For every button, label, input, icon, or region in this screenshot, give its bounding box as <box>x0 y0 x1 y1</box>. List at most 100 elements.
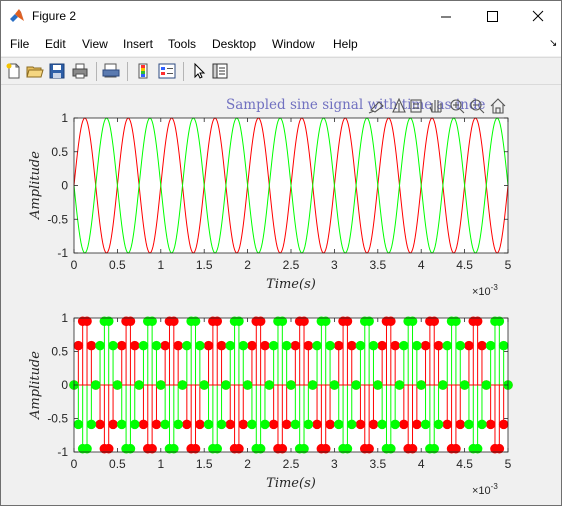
stem-marker <box>399 419 409 430</box>
stem-marker <box>151 419 162 430</box>
y-tick-label: 0.5 <box>51 345 68 359</box>
menu-dock-arrow-icon[interactable]: ↘ <box>549 38 558 49</box>
stem-marker <box>325 419 335 430</box>
stem-marker <box>412 340 422 351</box>
maximize-button[interactable] <box>469 1 515 32</box>
stem-marker <box>320 316 331 327</box>
stem-marker <box>125 316 136 327</box>
series-group-top <box>73 117 509 254</box>
stem-marker <box>429 443 440 454</box>
stem-marker <box>247 340 257 351</box>
menu-edit[interactable]: Edit <box>45 37 66 51</box>
stem-marker <box>281 419 292 430</box>
pan-icon[interactable] <box>429 100 442 113</box>
x-tick-label: 5 <box>505 258 512 272</box>
stem-marker <box>303 340 314 351</box>
stem-marker <box>108 340 118 351</box>
y-tick-label: 0.5 <box>51 145 68 159</box>
stem-marker <box>307 380 318 390</box>
x-tick-label: 4.5 <box>456 457 473 471</box>
brush-icon[interactable] <box>368 101 384 114</box>
stem-marker <box>138 419 149 430</box>
stem-marker <box>355 419 366 430</box>
stem-marker <box>464 419 474 430</box>
new-figure-icon[interactable] <box>5 62 23 80</box>
data-tips-icon[interactable] <box>392 97 406 113</box>
stem-marker <box>429 316 440 327</box>
open-file-icon[interactable] <box>26 62 44 80</box>
pointer-icon[interactable] <box>190 62 208 80</box>
stem-marker <box>394 380 405 390</box>
property-inspector-icon[interactable] <box>211 62 229 80</box>
stem-marker <box>216 340 227 351</box>
stem-marker <box>73 419 84 430</box>
stem-marker <box>247 419 257 430</box>
menu-desktop[interactable]: Desktop <box>212 37 257 51</box>
x-tick-label: 3.5 <box>369 457 386 471</box>
stem-marker <box>173 419 183 430</box>
menu-view[interactable]: View <box>82 37 108 51</box>
stem-marker <box>364 443 374 454</box>
stem-marker <box>485 340 496 351</box>
stem-marker <box>160 340 170 351</box>
stem-marker <box>264 380 275 390</box>
stem-marker <box>260 340 270 351</box>
print-preview-icon[interactable] <box>102 62 120 80</box>
stem-marker <box>420 419 431 430</box>
stem-marker <box>203 340 214 351</box>
print-icon[interactable] <box>71 62 89 80</box>
stem-marker <box>355 340 366 351</box>
stem-marker <box>286 380 296 390</box>
window-title: Figure 2 <box>32 9 77 23</box>
stem-marker <box>156 380 166 390</box>
stem-marker <box>485 419 496 430</box>
stem-marker <box>333 340 344 351</box>
stem-marker <box>325 340 335 351</box>
x-tick-label: 1.5 <box>196 457 213 471</box>
matlab-icon <box>10 9 24 22</box>
axes-top[interactable]: 0 0.5 1 1.5 2 2.5 3 3.5 4 4.5 5 -1 -0.5 0 0.5 1 Sampled… <box>28 97 512 298</box>
axes-bottom[interactable]: 0 0.5 1 1.5 2 2.5 3 3.5 4 4.5 5 -1 -0.5 0 0.5 1 Time(s)… <box>28 311 513 497</box>
stem-marker <box>225 340 236 351</box>
x-tick-label: 0 <box>71 258 78 272</box>
minimize-button[interactable] <box>423 1 469 32</box>
y-tick-label: -1 <box>57 246 68 260</box>
y-tick-label: -0.5 <box>47 212 68 226</box>
stem-marker <box>125 443 136 454</box>
stem-marker <box>151 340 162 351</box>
home-icon[interactable] <box>490 98 506 114</box>
stem-marker <box>290 419 301 430</box>
zoom-in-icon[interactable] <box>450 99 465 114</box>
save-icon[interactable] <box>48 62 66 80</box>
x-tick-label: 4 <box>418 258 425 272</box>
stem-marker <box>242 380 253 390</box>
menu-help[interactable]: Help <box>333 37 358 51</box>
menu-insert[interactable]: Insert <box>123 37 154 51</box>
link-icon[interactable] <box>410 99 422 113</box>
stem-marker <box>255 443 266 454</box>
stem-marker <box>438 380 448 390</box>
zoom-out-icon[interactable] <box>470 99 485 114</box>
stem-marker <box>399 340 409 351</box>
menu-tools[interactable]: Tools <box>168 37 197 51</box>
close-button[interactable] <box>515 1 561 32</box>
stem-marker <box>234 443 244 454</box>
stem-marker <box>459 380 470 390</box>
menu-bar: File Edit View Insert Tools Desktop Wind… <box>1 32 561 56</box>
stem-marker <box>442 340 453 351</box>
legend-icon[interactable] <box>158 62 176 80</box>
x-tick-label: 0.5 <box>109 258 126 272</box>
stem-marker <box>103 316 114 327</box>
stem-marker <box>494 316 505 327</box>
menu-window[interactable]: Window <box>272 37 315 51</box>
stem-marker <box>364 316 374 327</box>
stem-marker <box>346 419 357 430</box>
stem-marker <box>108 419 118 430</box>
stem-marker <box>221 380 231 390</box>
stem-marker <box>173 340 183 351</box>
stem-marker <box>442 419 453 430</box>
stem-marker <box>90 380 101 390</box>
menu-file[interactable]: File <box>10 37 30 51</box>
colorbar-icon[interactable] <box>135 62 153 80</box>
